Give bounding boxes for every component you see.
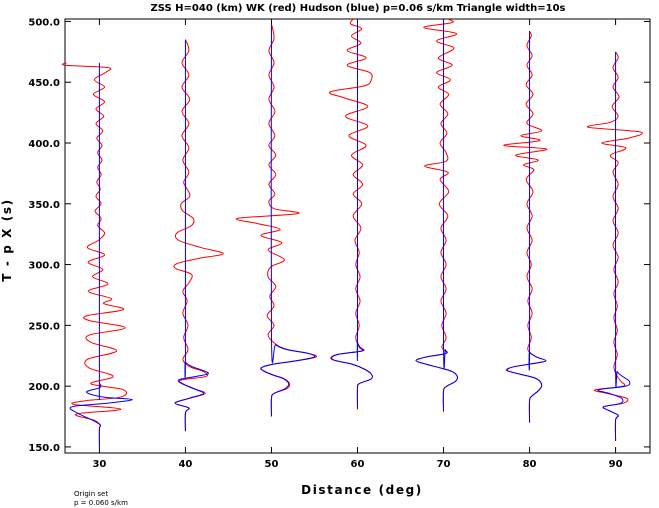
- wk-trace-70: [415, 18, 459, 412]
- hudson-trace-60: [331, 19, 373, 410]
- wk-trace-80: [503, 30, 548, 423]
- y-tick-label-4: 350.0: [28, 200, 60, 211]
- origin-note: Origin set: [74, 490, 108, 498]
- y-tick-label-1: 200.0: [28, 382, 60, 393]
- x-axis-label: Distance (deg): [301, 483, 423, 497]
- x-tick-label-6: 90: [609, 459, 623, 470]
- x-tick-label-5: 80: [523, 459, 537, 470]
- y-tick-label-2: 250.0: [28, 321, 60, 332]
- y-tick-label-0: 150.0: [28, 443, 60, 454]
- y-axis: 150.0 200.0 250.0 300.0 350.0 400.0 450.0 500.0: [28, 17, 650, 454]
- chart-title: ZSS H=040 (km) WK (red) Hudson (blue) p=…: [150, 3, 565, 14]
- y-tick-label-7: 500.0: [28, 17, 60, 28]
- wk-trace-30: [61, 62, 128, 447]
- y-axis-label: T - p X (s): [0, 198, 14, 281]
- x-axis: 30 40 50 60 70 80 90: [92, 19, 623, 470]
- wk-trace-40: [173, 39, 224, 432]
- hudson-trace-40: [174, 39, 209, 432]
- x-tick-label-3: 60: [351, 459, 365, 470]
- hudson-trace-70: [415, 18, 459, 412]
- y-tick-label-6: 450.0: [28, 78, 60, 89]
- y-tick-label-3: 300.0: [28, 261, 60, 272]
- hudson-trace-50: [260, 23, 316, 417]
- wk-trace-50: [235, 23, 318, 417]
- hudson-trace-30: [69, 62, 133, 447]
- x-tick-label-2: 50: [265, 459, 279, 470]
- hudson-trace-80: [506, 31, 547, 423]
- hudson-trace-90: [597, 51, 631, 441]
- x-tick-label-4: 70: [437, 459, 451, 470]
- seismogram-traces: [61, 18, 643, 447]
- wk-trace-60: [328, 18, 373, 410]
- x-tick-label-0: 30: [92, 459, 106, 470]
- slowness-note: p = 0.060 s/km: [74, 499, 128, 507]
- y-tick-label-5: 400.0: [28, 139, 60, 150]
- x-tick-label-1: 40: [178, 459, 192, 470]
- wk-trace-90: [586, 51, 643, 441]
